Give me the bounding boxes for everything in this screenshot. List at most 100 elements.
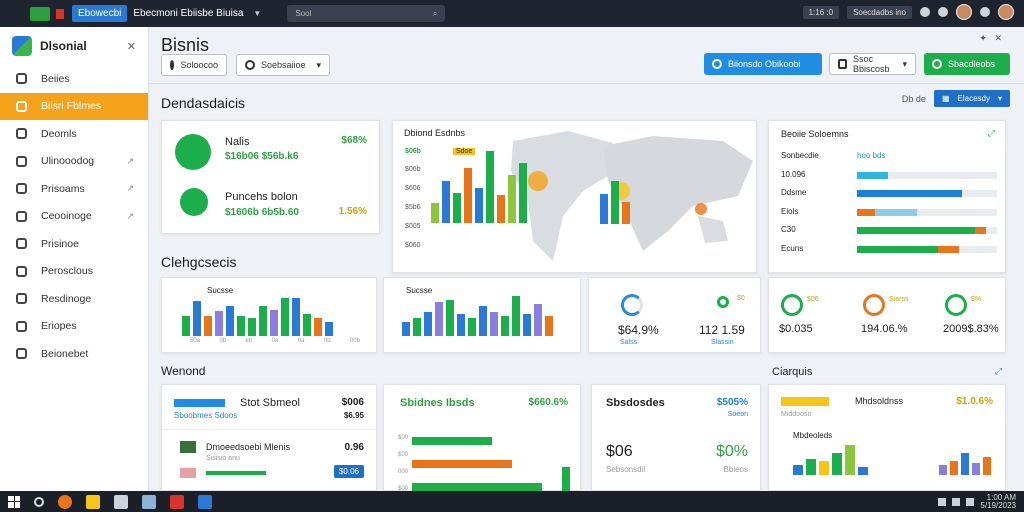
chevron-down-icon: ▾ [316, 59, 321, 70]
primary-action-button[interactable]: Biionsdo Obikoobi [704, 53, 822, 75]
gauge-right-sub: Slassin [711, 339, 734, 346]
chevron-down-icon[interactable]: ▼ [253, 9, 262, 18]
gauge-card-1[interactable]: $0 $64.9% Salss 112 1.59 Slassin [588, 277, 761, 353]
section-toolbar-label[interactable]: Db de [901, 93, 926, 104]
hbar-track [857, 190, 997, 197]
search-input[interactable]: Sool ⌕ [287, 5, 446, 22]
gauge-value: 194.06.% [861, 323, 908, 335]
mail-icon[interactable] [142, 494, 156, 509]
tray-icon-2[interactable] [952, 498, 961, 506]
view-dropdown[interactable]: ▦ Elacesdy ▾ [933, 90, 1010, 107]
sidebar-item-label: Eriopes [41, 320, 77, 333]
sidebar-item-1[interactable]: Beiies [0, 65, 148, 93]
secondary-select[interactable]: Ssoc Bbiscosb ▾ [829, 53, 916, 75]
sidebar-item-4[interactable]: Ulinooodog ↗ [0, 148, 148, 176]
sidebar-item-6[interactable]: Ceooinoge ↗ [0, 203, 148, 231]
summary-card-f[interactable]: Mhdsoldnss $1.0.6% Middooso Mbdeoleds [768, 384, 1006, 491]
hbar-track [857, 245, 997, 253]
section-title-trends: Wenond [161, 364, 206, 378]
menu-icon[interactable] [980, 7, 990, 17]
expand-icon[interactable]: ⤢ [994, 366, 1002, 376]
avatar-secondary[interactable] [998, 4, 1014, 20]
sidebar-item-3[interactable]: Deomls [0, 120, 148, 148]
x-tick-label: 0b [323, 338, 331, 344]
bar-chart-card-b[interactable]: Sucsse [383, 277, 581, 353]
bar-mark [806, 459, 816, 475]
summary-card-d[interactable]: Sbidnes Ibsds $660.6% $00 $00 000 $00 [383, 384, 581, 492]
status-pill[interactable]: Soecdadbs ino [847, 5, 912, 19]
kpi-subvalue-2: $1606b 6b5b.60 [225, 207, 299, 218]
sidebar-item-2[interactable]: Biisri Fblmes [0, 92, 148, 120]
gauge-sub-label: $06 [807, 296, 819, 303]
summary-card-e[interactable]: Sbsdosdes $505% Soeon $06 $0% Sebsonsdil… [591, 384, 761, 491]
legend-item-1: $06b [405, 148, 421, 155]
sidebar-item-7[interactable]: Prisinoe [0, 230, 148, 258]
kpi-card[interactable]: Nalis $68% $16b06 $56b.k6 Puncehs bolon … [161, 120, 380, 234]
section-toolbar: Db de ▦ Elacesdy ▾ [902, 90, 1010, 107]
export-icon [932, 59, 942, 69]
section-title-right: Ciarquis [772, 366, 813, 378]
start-icon[interactable] [8, 495, 20, 508]
card-c-button[interactable]: $0.06 [333, 465, 364, 478]
clock-time: 1:00 AM [986, 493, 1016, 502]
close-icon[interactable]: ✕ [126, 40, 136, 53]
map-region-eurasia [603, 136, 753, 251]
bar-mark [215, 311, 223, 336]
world-map-card[interactable]: Dbiond Esdnbs $06b Sdoe $06b $606 $5b6 $005… [392, 120, 757, 273]
folder-icon[interactable] [86, 494, 100, 509]
search-icon[interactable] [34, 496, 44, 507]
clock[interactable]: 1:00 AM 5/19/2023 [980, 494, 1016, 510]
media-icon[interactable] [170, 494, 184, 509]
gauge-ring [945, 294, 967, 316]
nav-item-icon [16, 210, 27, 222]
search-icon[interactable]: ⌕ [432, 8, 438, 18]
summary-card-c[interactable]: Stot Sbmeol $006 Sboobmes Sdoos $6.95 Dm… [161, 384, 377, 491]
window-controls[interactable]: ✦ ✕ [979, 33, 1002, 43]
export-button[interactable]: Sbacdleobs [924, 53, 1010, 75]
bar-chart-card-a[interactable]: Sucsse 50a 0b eb 0a 0a 0b 00b [161, 277, 377, 353]
notification-icon[interactable] [920, 7, 930, 17]
bar-mark [468, 318, 476, 336]
settings-icon[interactable] [938, 7, 948, 17]
bar-mark [464, 168, 472, 223]
tray-icon-3[interactable] [966, 498, 975, 506]
bar-mark [424, 312, 432, 336]
flag-icon[interactable] [56, 8, 64, 19]
avatar[interactable] [956, 4, 972, 20]
sidebar-item-8[interactable]: Perosclous [0, 258, 148, 286]
sidebar-item-5[interactable]: Prisoams ↗ [0, 175, 148, 203]
bar-mark [501, 316, 509, 336]
card-c-row-value: 0.96 [344, 442, 364, 453]
app-icon[interactable] [114, 494, 128, 509]
horizontal-bars-card[interactable]: Beoiie Soloemns ⤢ Sonbecdie hoo bds 10.096… [768, 120, 1006, 273]
kpi-subvalue: $16b06 $56b.k6 [225, 151, 299, 162]
sidebar-item-9[interactable]: Resdinoge [0, 285, 148, 313]
gauge-value: $0.035 [779, 323, 813, 335]
bar-mark [412, 460, 512, 468]
browser-tab[interactable]: Ebowecbi [72, 5, 128, 22]
gauge-corner-label: $0 [737, 295, 745, 302]
sidebar-item-11[interactable]: Beionebet [0, 340, 148, 368]
store-icon[interactable] [198, 494, 212, 509]
x-tick-label: 0a [297, 338, 305, 344]
date-select[interactable]: Soebsaiioe ▾ [236, 54, 330, 76]
arrow-icon: ↗ [126, 155, 134, 166]
map-region-australia [698, 216, 728, 243]
browser-icon[interactable] [58, 494, 72, 509]
bar-mark [519, 163, 527, 223]
thumbnail-icon [180, 441, 196, 453]
add-icon [712, 59, 722, 69]
progress-bar [206, 471, 266, 475]
legend-item-2: Sdoe [453, 148, 476, 155]
bar-mark [972, 463, 980, 475]
hbar-segment [857, 190, 962, 197]
card-c-row-sub: Sisisio anu [206, 455, 240, 462]
sidebar-item-10[interactable]: Eriopes [0, 313, 148, 341]
gauge-card-2[interactable]: $06 $0.035 Siarss 194.06.% $% 2009$.83% [768, 277, 1006, 353]
x-tick-label: 00b [349, 338, 360, 344]
expand-icon[interactable]: ⤢ [987, 128, 995, 138]
filter-button[interactable]: Soloocoo [161, 54, 227, 76]
nav-item-icon [16, 155, 27, 167]
y-tick-label: $00 [398, 486, 409, 492]
tray-icon-1[interactable] [938, 498, 947, 506]
